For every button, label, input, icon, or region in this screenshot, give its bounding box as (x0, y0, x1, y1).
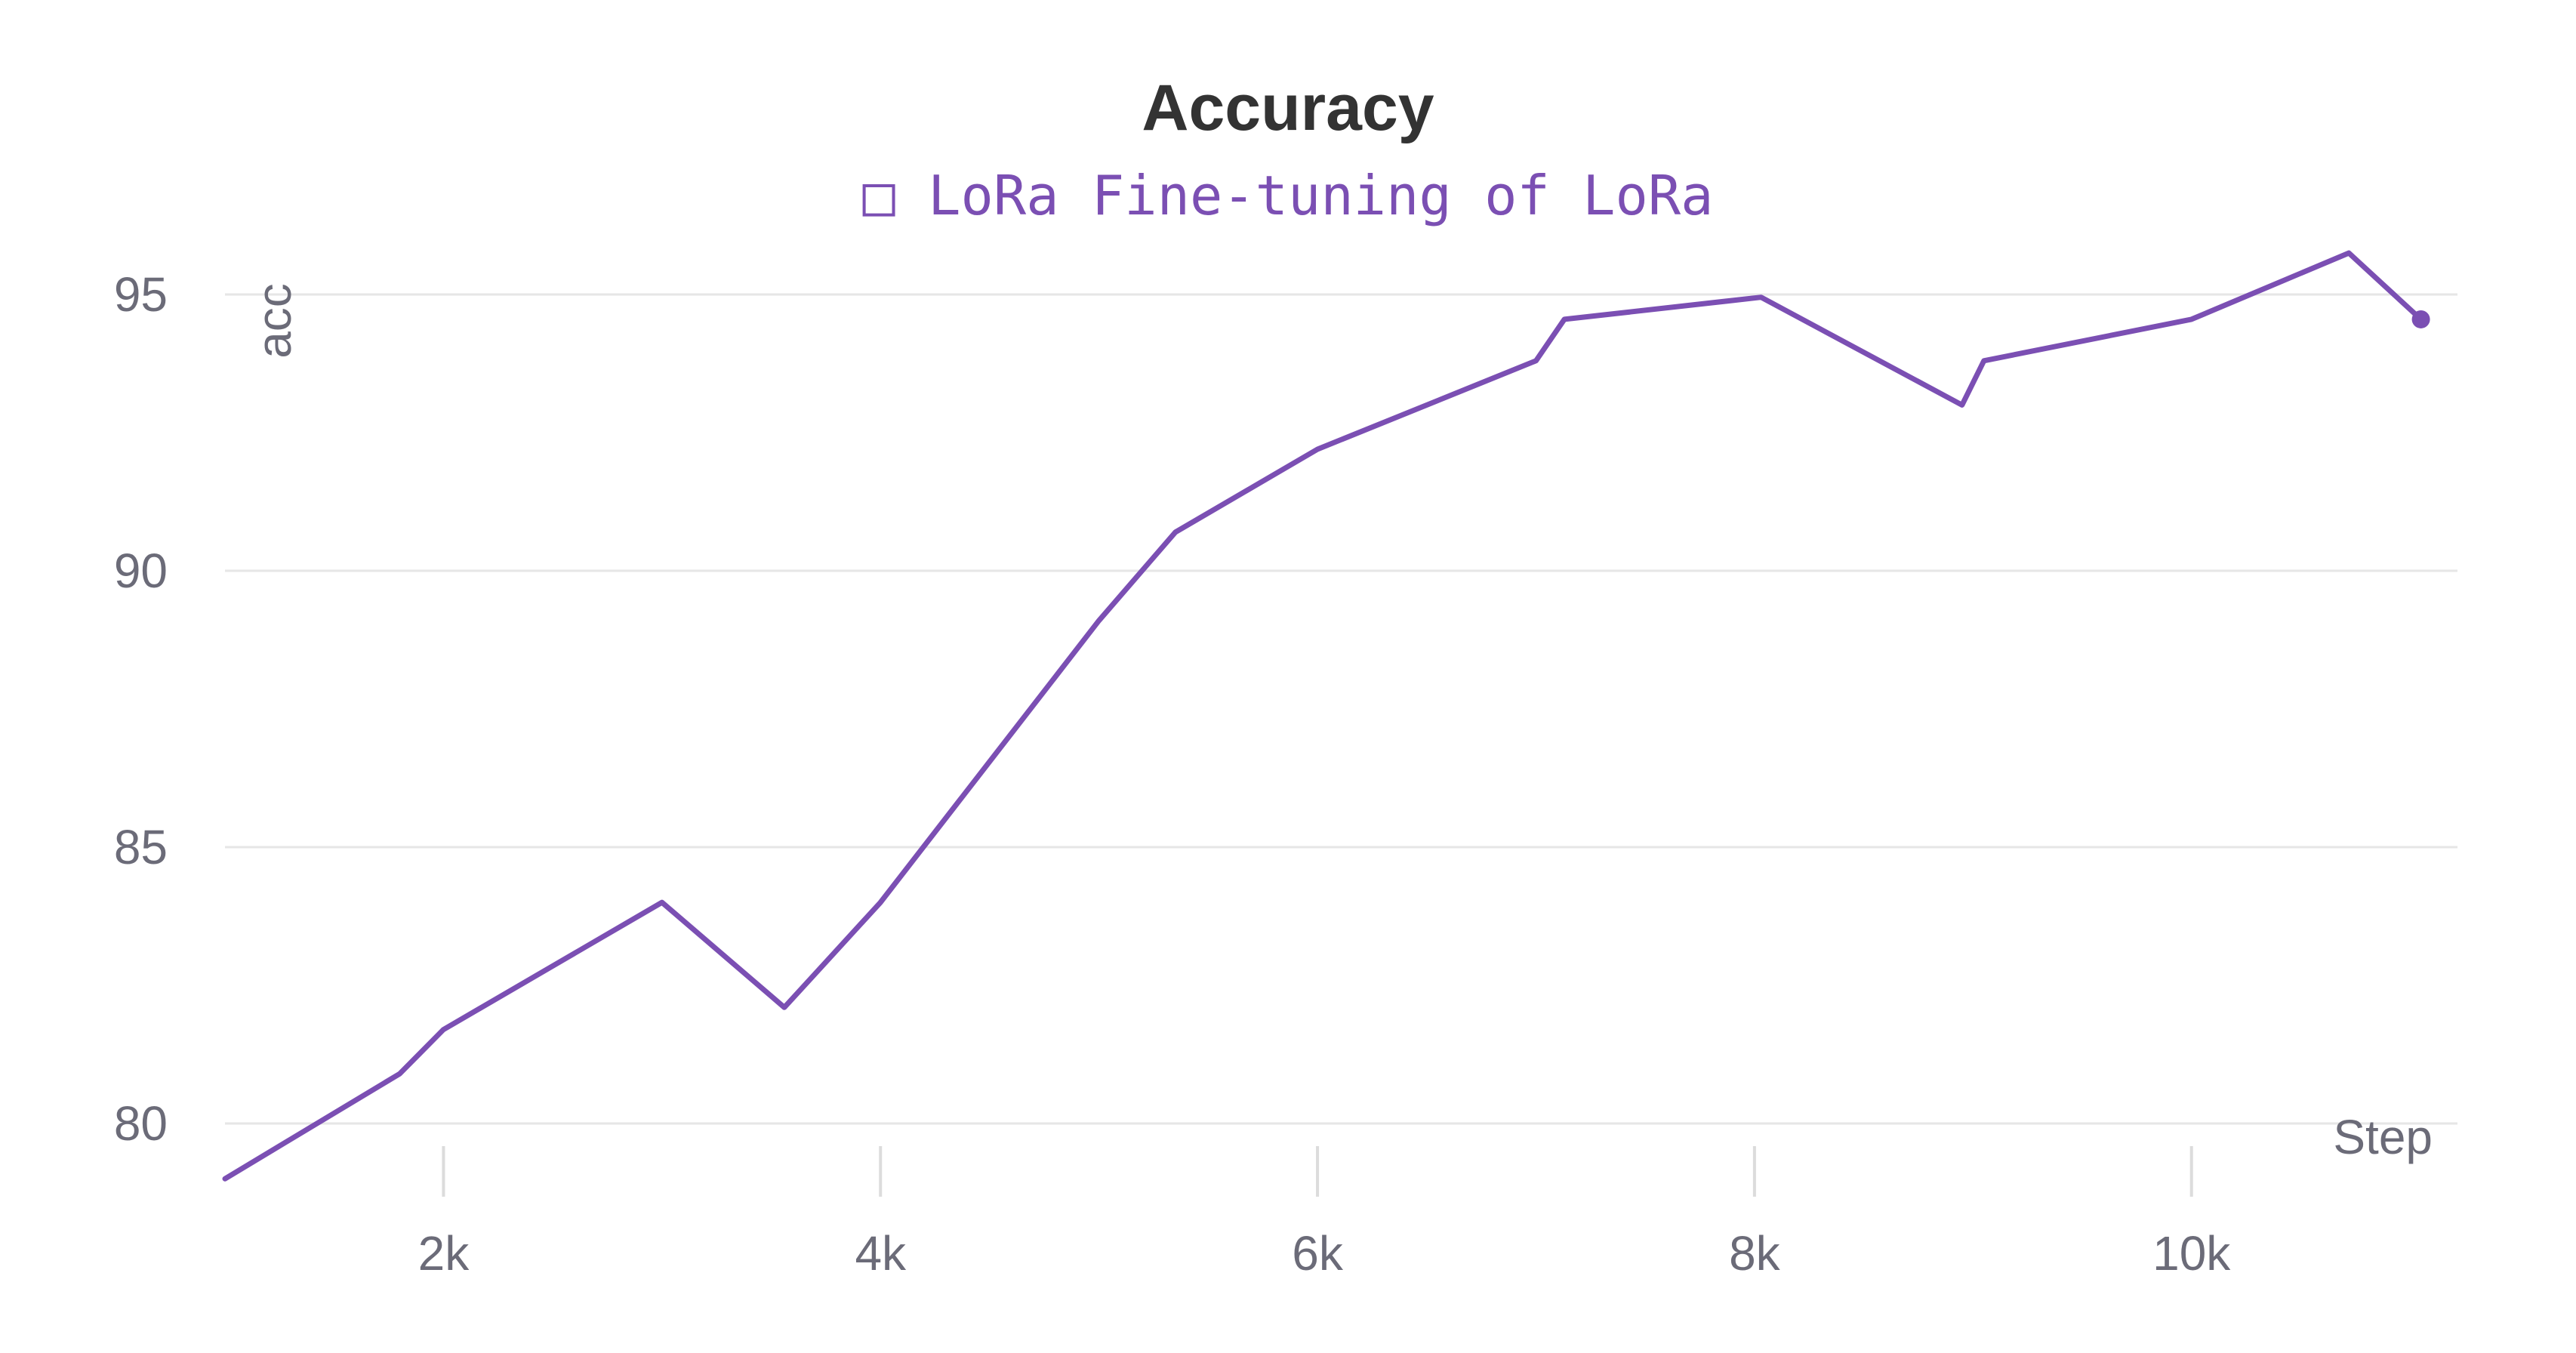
series-group (222, 250, 2430, 1182)
series-endpoint-0 (2411, 310, 2430, 328)
y-axis-ticks: 80 85 90 95 (114, 267, 168, 1151)
y-tick-label-85: 85 (114, 820, 168, 874)
x-tick-label-2000: 2k (418, 1226, 470, 1281)
y-tick-label-80: 80 (114, 1096, 168, 1151)
y-tick-label-90: 90 (114, 544, 168, 598)
x-tick-label-6000: 6k (1292, 1226, 1344, 1281)
y-axis-label: acc (247, 283, 301, 359)
x-axis-label: Step (2333, 1110, 2433, 1164)
legend-entry[interactable]: □ LoRa Fine-tuning of LoRa (862, 164, 1713, 227)
x-tick-label-4000: 4k (855, 1226, 907, 1281)
x-tick-label-10000: 10k (2152, 1226, 2231, 1281)
grid-lines (225, 293, 2457, 1125)
y-tick-label-95: 95 (114, 267, 168, 322)
x-axis-ticks: 2k 4k 6k 8k 10k (418, 1146, 2231, 1281)
series-line-0 (222, 250, 2424, 1182)
chart-title: Accuracy (1142, 72, 1434, 144)
x-tick-label-8000: 8k (1729, 1226, 1781, 1281)
